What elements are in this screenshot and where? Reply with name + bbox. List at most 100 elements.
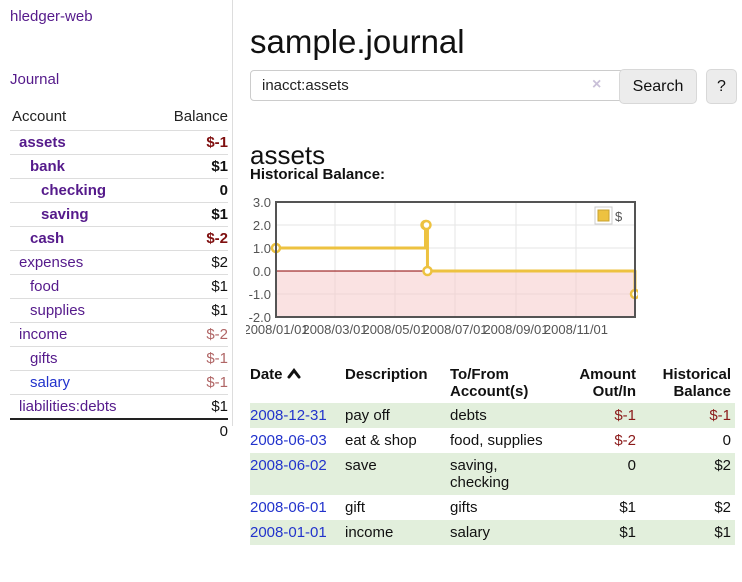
account-link[interactable]: liabilities:debts	[19, 398, 117, 415]
sidebar-divider	[232, 0, 233, 426]
account-balance: $1	[152, 394, 228, 419]
account-balance: $1	[152, 202, 228, 227]
account-row: saving $1	[10, 202, 228, 227]
transaction-accounts: saving, checking	[450, 457, 510, 491]
transaction-amount: $-2	[614, 432, 636, 449]
account-row: cash $-2	[10, 226, 228, 251]
transaction-description: eat & shop	[345, 432, 417, 449]
account-link[interactable]: expenses	[19, 254, 84, 271]
register-header-description: Description	[345, 366, 428, 383]
account-link[interactable]: gifts	[30, 350, 58, 367]
account-row: liabilities:debts $1	[10, 394, 228, 419]
account-row: assets $-1	[10, 130, 228, 155]
svg-text:1.0: 1.0	[253, 241, 271, 256]
transaction-accounts: food, supplies	[450, 432, 543, 449]
page-title: sample.journal	[250, 23, 465, 61]
account-row: income $-2	[10, 322, 228, 347]
transaction-accounts: gifts	[450, 499, 478, 516]
accounts-table: Account Balance assets $-1 bank $1 check…	[10, 104, 228, 443]
account-balance: $-2	[152, 226, 228, 251]
account-link[interactable]: supplies	[30, 302, 86, 319]
search-button[interactable]: Search	[619, 69, 697, 104]
search-input[interactable]	[250, 70, 635, 101]
account-link[interactable]: bank	[30, 158, 66, 175]
account-balance: $-1	[152, 370, 228, 395]
transaction-date-link[interactable]: 2008-12-31	[250, 407, 327, 424]
account-balance: $2	[152, 250, 228, 275]
account-row: salary $-1	[10, 370, 228, 395]
help-button[interactable]: ?	[706, 69, 737, 104]
account-balance: $1	[152, 274, 228, 299]
svg-text:0.0: 0.0	[253, 264, 271, 279]
transaction-description: save	[345, 457, 377, 474]
account-link[interactable]: assets	[19, 134, 66, 151]
account-link[interactable]: income	[19, 326, 68, 343]
register-header-accounts: To/From Account(s)	[450, 366, 529, 400]
account-row: gifts $-1	[10, 346, 228, 371]
svg-text:2008/01/01: 2008/01/01	[246, 322, 309, 337]
account-link[interactable]: salary	[30, 374, 71, 391]
transaction-description: pay off	[345, 407, 390, 424]
transaction-amount: $-1	[614, 407, 636, 424]
accounts-total-row: 0	[10, 418, 228, 443]
account-balance: $-1	[152, 346, 228, 371]
transaction-balance: $-1	[709, 407, 731, 424]
sidebar-item-journal[interactable]: Journal	[10, 71, 60, 88]
register-header-date[interactable]: Date	[250, 363, 345, 403]
transaction-amount: 0	[627, 457, 636, 474]
clear-search-icon[interactable]: ×	[592, 76, 602, 93]
transaction-accounts: salary	[450, 524, 491, 541]
chart-title: Historical Balance:	[250, 166, 386, 183]
svg-text:-1.0: -1.0	[249, 287, 271, 302]
transaction-date-link[interactable]: 2008-06-02	[250, 457, 327, 474]
account-link[interactable]: food	[30, 278, 60, 295]
historical-balance-chart: $3.0 2.0 1.0 0.0 -1.0 -2.02008/01/012008/03/0…	[246, 198, 638, 337]
svg-text:2008/05/01: 2008/05/01	[362, 322, 427, 337]
register-table: Date Description To/From Account(s) Amou…	[250, 363, 735, 545]
sort-ascending-icon	[287, 368, 301, 379]
account-balance: 0	[152, 178, 228, 203]
app-brand-link[interactable]: hledger-web	[10, 8, 93, 25]
transaction-row: 2008-06-02 save saving, checking 0 $2	[250, 453, 735, 495]
transaction-balance: $1	[714, 524, 731, 541]
transaction-row: 2008-06-01 gift gifts $1 $2	[250, 495, 735, 520]
account-balance: $1	[152, 154, 228, 179]
svg-text:3.0: 3.0	[253, 198, 271, 210]
account-balance: $-1	[152, 130, 228, 155]
transaction-balance: 0	[722, 432, 731, 449]
svg-text:2008/03/01: 2008/03/01	[302, 322, 367, 337]
svg-text:2008/09/01: 2008/09/01	[483, 322, 548, 337]
account-balance: $-2	[152, 322, 228, 347]
transaction-description: gift	[345, 499, 366, 516]
transaction-balance: $2	[714, 457, 731, 474]
transaction-date-link[interactable]: 2008-01-01	[250, 524, 327, 541]
svg-text:-2.0: -2.0	[249, 310, 271, 325]
transaction-accounts: debts	[450, 407, 487, 424]
transaction-balance: $2	[714, 499, 731, 516]
svg-text:$: $	[615, 209, 623, 224]
account-link[interactable]: checking	[41, 182, 107, 199]
transaction-amount: $1	[619, 499, 636, 516]
accounts-header-account: Account	[12, 108, 67, 125]
account-row: food $1	[10, 274, 228, 299]
account-row: expenses $2	[10, 250, 228, 275]
account-row: checking 0	[10, 178, 228, 203]
account-link[interactable]: saving	[41, 206, 89, 223]
transaction-date-link[interactable]: 2008-06-01	[250, 499, 327, 516]
svg-text:2.0: 2.0	[253, 218, 271, 233]
transaction-row: 2008-06-03 eat & shop food, supplies $-2…	[250, 428, 735, 453]
account-link[interactable]: cash	[30, 230, 65, 247]
svg-text:2008/11/01: 2008/11/01	[544, 322, 608, 337]
register-header-amount: Amount Out/In	[579, 366, 636, 400]
accounts-header-balance: Balance	[173, 108, 228, 125]
transaction-description: income	[345, 524, 394, 541]
transaction-amount: $1	[619, 524, 636, 541]
account-row: bank $1	[10, 154, 228, 179]
register-header-balance: Historical Balance	[662, 366, 731, 400]
account-balance: $1	[152, 298, 228, 323]
transaction-row: 2008-12-31 pay off debts $-1 $-1	[250, 403, 735, 428]
transaction-date-link[interactable]: 2008-06-03	[250, 432, 327, 449]
account-row: supplies $1	[10, 298, 228, 323]
accounts-total-value: 0	[152, 418, 228, 443]
